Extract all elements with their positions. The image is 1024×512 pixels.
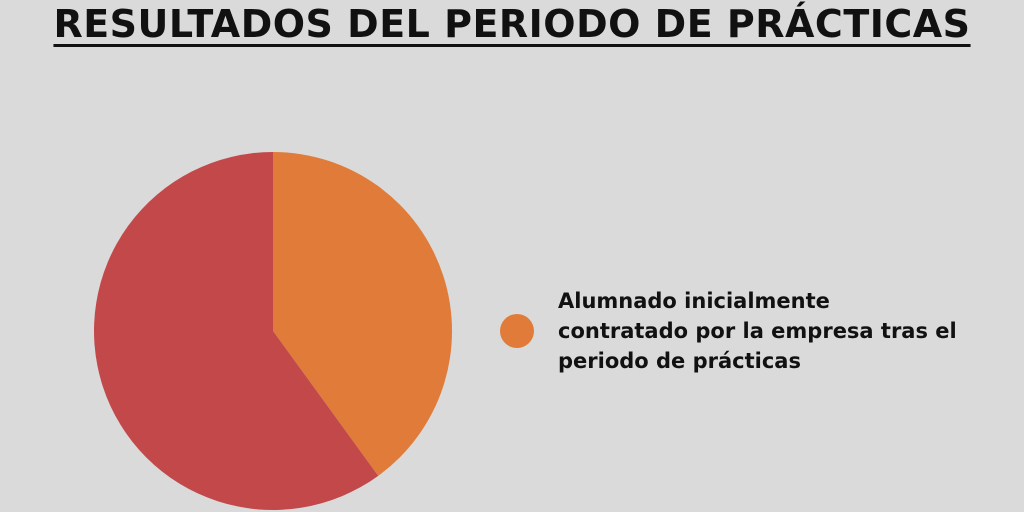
- legend-swatch: [500, 314, 534, 348]
- chart-title: RESULTADOS DEL PERIODO DE PRÁCTICAS: [53, 2, 971, 46]
- legend-label: Alumnado inicialmente contratado por la …: [558, 289, 957, 373]
- pie-slice-0: [273, 152, 452, 476]
- legend: Alumnado inicialmente contratado por la …: [500, 286, 958, 376]
- pie-slice-1: [93, 152, 379, 510]
